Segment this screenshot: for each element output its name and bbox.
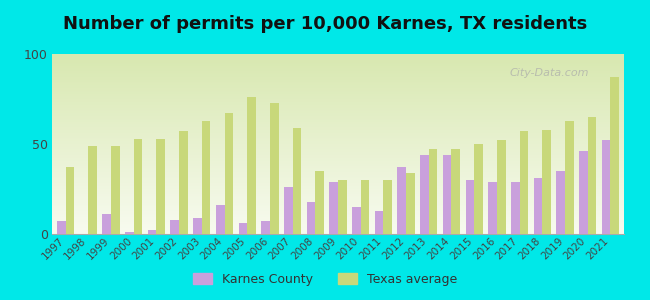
Bar (247, 97, 256, 234)
Text: City-Data.com: City-Data.com (510, 68, 589, 78)
Bar (315, 171, 324, 234)
Bar (488, 182, 497, 234)
Bar (224, 113, 233, 234)
Bar (511, 182, 519, 234)
Bar (261, 221, 270, 234)
Bar (193, 218, 202, 234)
Bar (602, 140, 610, 234)
Text: Number of permits per 10,000 Karnes, TX residents: Number of permits per 10,000 Karnes, TX … (63, 15, 587, 33)
Bar (519, 131, 528, 234)
Bar (542, 130, 551, 234)
Bar (352, 207, 361, 234)
Legend: Karnes County, Texas average: Karnes County, Texas average (188, 268, 462, 291)
Bar (361, 180, 369, 234)
Bar (103, 214, 111, 234)
Bar (66, 167, 74, 234)
Bar (239, 223, 247, 234)
Bar (429, 149, 437, 234)
Bar (307, 202, 315, 234)
Bar (565, 121, 573, 234)
Bar (610, 77, 619, 234)
Bar (170, 220, 179, 234)
Bar (179, 131, 188, 234)
Bar (579, 151, 588, 234)
Bar (202, 121, 211, 234)
Bar (338, 180, 346, 234)
Bar (330, 182, 338, 234)
Bar (420, 155, 429, 234)
Bar (148, 230, 157, 234)
Bar (157, 139, 165, 234)
Bar (474, 144, 483, 234)
Bar (443, 155, 452, 234)
Bar (406, 173, 415, 234)
Bar (125, 232, 134, 234)
Bar (57, 221, 66, 234)
Bar (556, 171, 565, 234)
Bar (497, 140, 506, 234)
Bar (534, 178, 542, 234)
Bar (588, 117, 596, 234)
Bar (270, 103, 279, 234)
Bar (284, 187, 292, 234)
Bar (134, 139, 142, 234)
Bar (465, 180, 474, 234)
Bar (292, 128, 301, 234)
Bar (384, 180, 392, 234)
Bar (375, 211, 383, 234)
Bar (452, 149, 460, 234)
Bar (216, 205, 224, 234)
Bar (397, 167, 406, 234)
Bar (111, 146, 120, 234)
Bar (88, 146, 97, 234)
